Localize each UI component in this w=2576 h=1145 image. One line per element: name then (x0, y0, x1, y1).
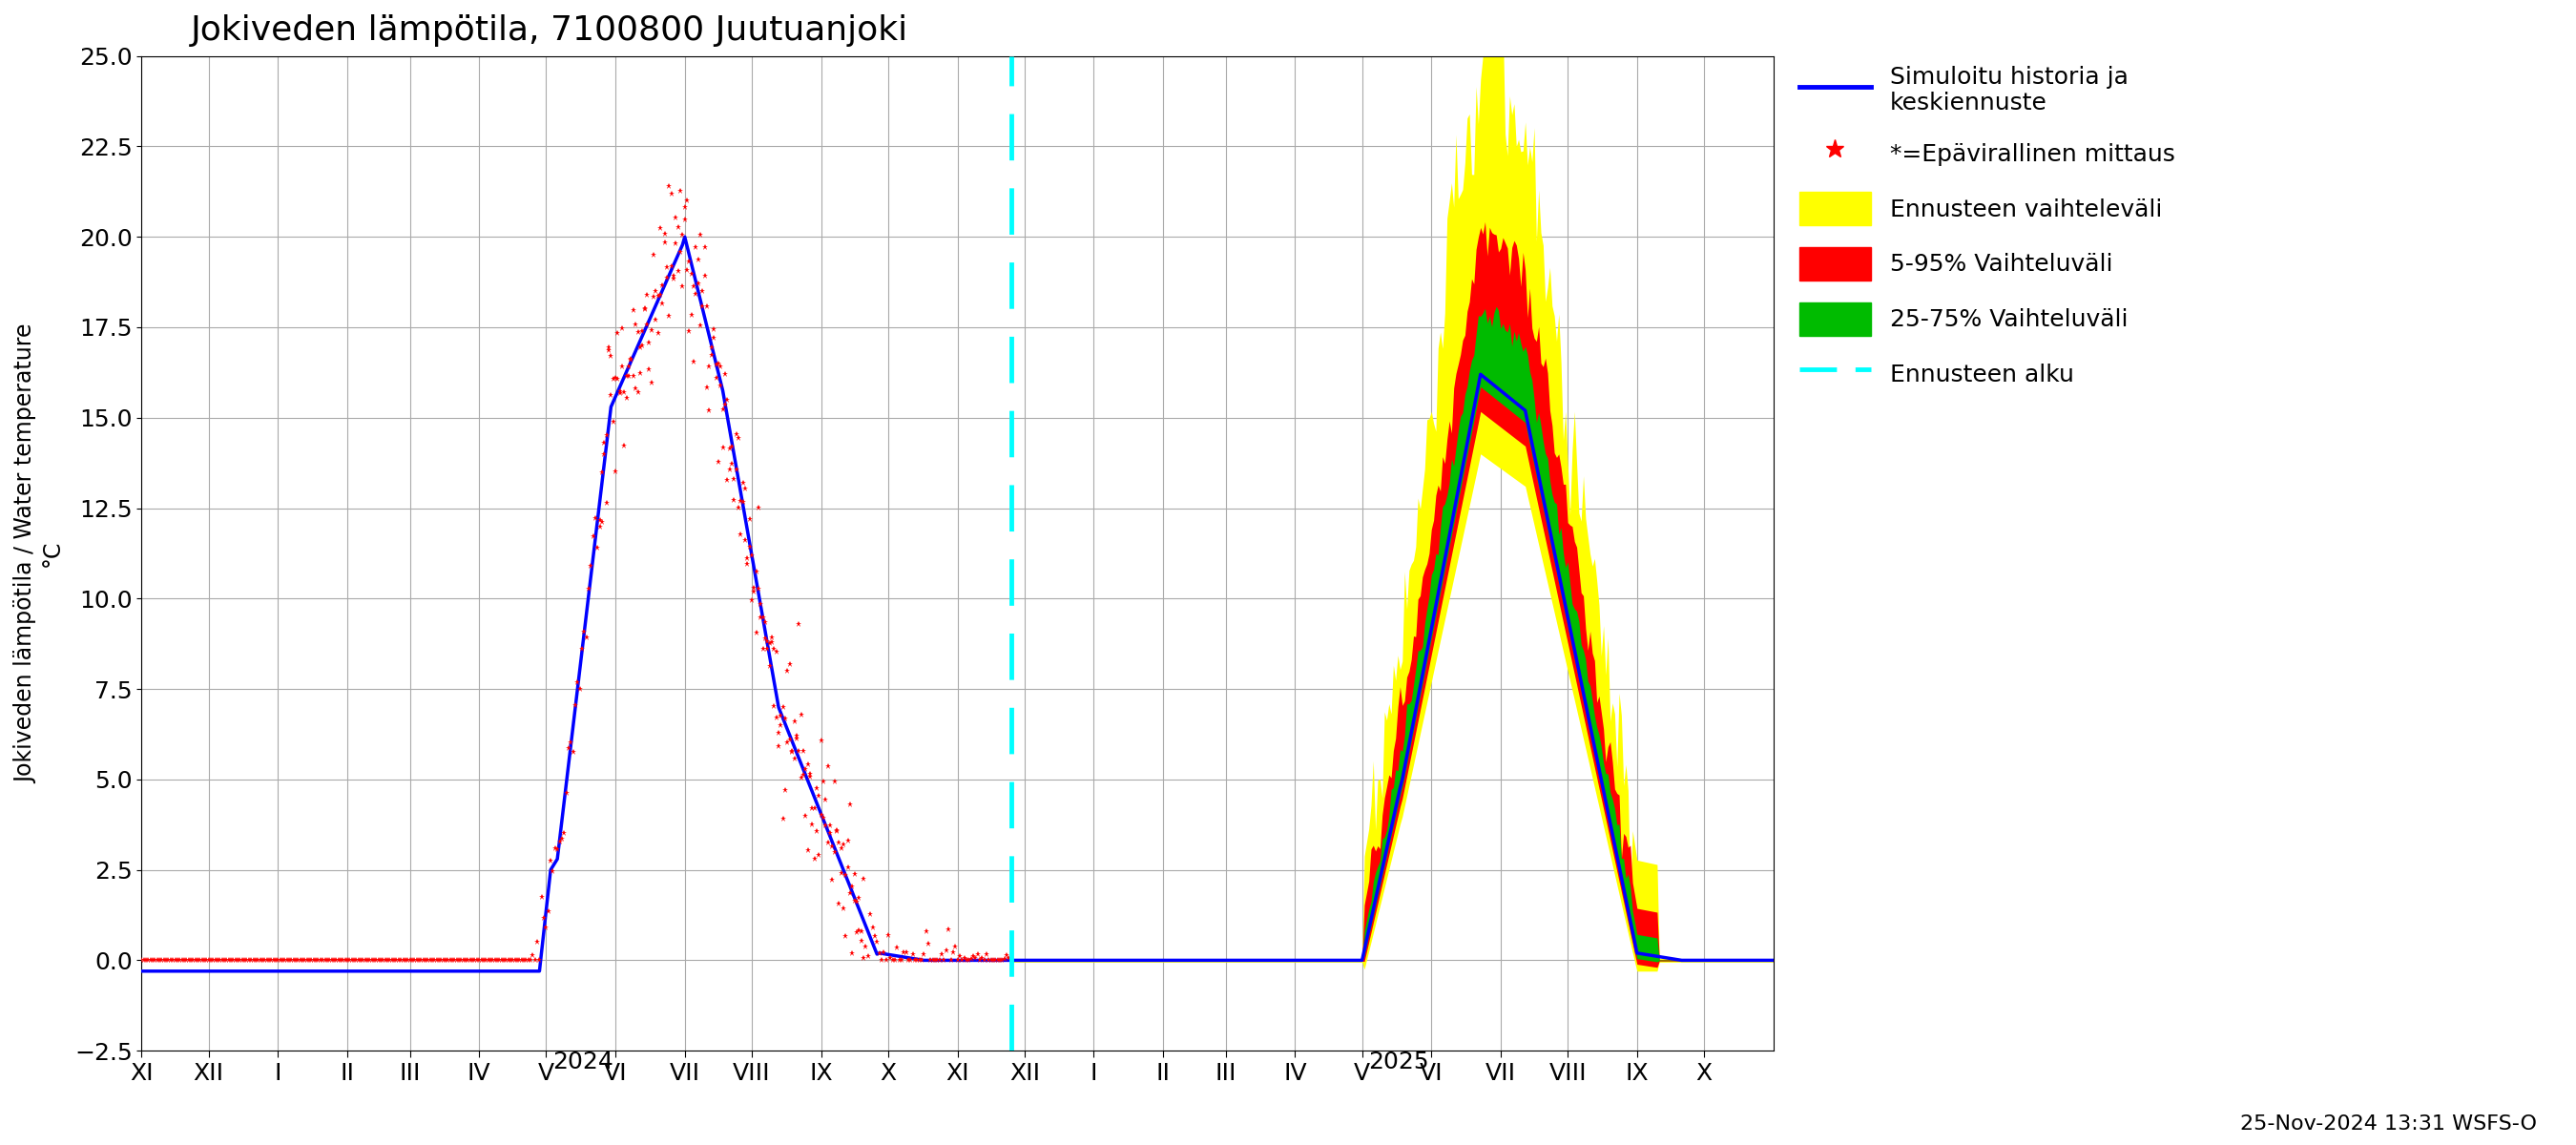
Legend: Simuloitu historia ja
keskiennuste, *=Epävirallinen mittaus, Ennusteen vaihtelev: Simuloitu historia ja keskiennuste, *=Ep… (1790, 56, 2184, 401)
Text: Jokiveden lämpötila, 7100800 Juutuanjoki: Jokiveden lämpötila, 7100800 Juutuanjoki (191, 14, 909, 47)
Text: 2025: 2025 (1368, 1051, 1430, 1074)
Text: 2024: 2024 (554, 1051, 613, 1074)
Text: 25-Nov-2024 13:31 WSFS-O: 25-Nov-2024 13:31 WSFS-O (2241, 1114, 2537, 1134)
Y-axis label: Jokiveden lämpötila / Water temperature
°C: Jokiveden lämpötila / Water temperature … (15, 324, 64, 783)
